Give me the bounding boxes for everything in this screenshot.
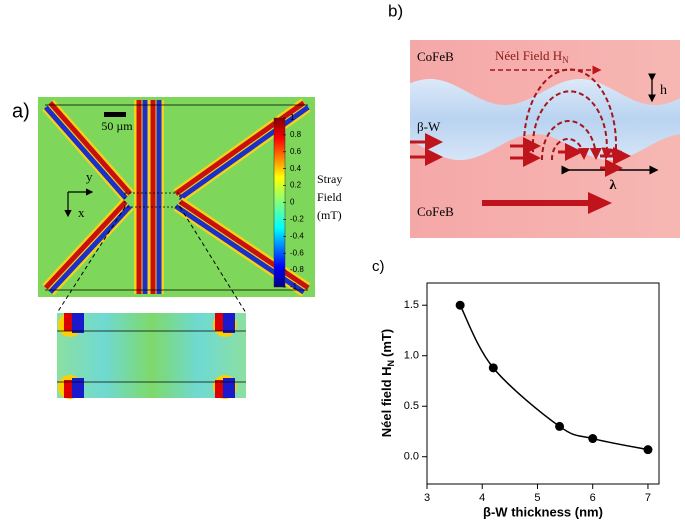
x-axis-label: β-W thickness (nm) xyxy=(483,504,603,519)
chart: β-W thickness (nm) Néel field HN (mT) 3 4 5… xyxy=(379,282,660,519)
y-axis-label-subscript: N xyxy=(386,360,396,367)
data-point xyxy=(455,300,465,310)
x-tick-label: 4 xyxy=(479,492,485,504)
stray-field-map xyxy=(38,97,315,297)
colorbar-tick-label: -0.4 xyxy=(290,231,304,240)
y-tick-label: 0.5 xyxy=(404,400,419,412)
colorbar-tick-label: 0.6 xyxy=(290,147,302,156)
magnetization-arrows xyxy=(410,133,631,177)
panel-label: a) xyxy=(12,100,30,122)
x-tick-label: 3 xyxy=(424,492,430,504)
field-label-text: Néel Field H xyxy=(495,48,562,63)
x-tick-label: 6 xyxy=(590,492,596,504)
data-point xyxy=(555,421,565,431)
y-axis-label: Néel field HN (mT) xyxy=(379,329,396,437)
axis-y-label: y xyxy=(86,169,93,184)
stripe-red xyxy=(178,199,310,290)
colorbar-tick-label: 0 xyxy=(290,198,295,207)
panel-label: b) xyxy=(388,1,403,20)
stripe-glow xyxy=(42,198,134,296)
layer-label: CoFeB xyxy=(417,49,454,64)
colorbar-title: Stray xyxy=(317,172,342,186)
data-point xyxy=(488,363,498,373)
magnetization-arrow xyxy=(482,192,612,214)
field-label: Néel Field HN xyxy=(495,48,569,65)
wavelength-label: λ xyxy=(610,178,617,193)
y-tick-label: 1.0 xyxy=(404,350,419,362)
zoom-inset xyxy=(57,313,246,399)
fit-line xyxy=(459,304,649,451)
axis-x-label: x xyxy=(78,205,85,220)
y-axis-label-text: Néel field H xyxy=(379,366,394,437)
y-tick-label: 0.0 xyxy=(404,451,419,463)
stripe-blue xyxy=(178,105,310,201)
colorbar-title: (mT) xyxy=(317,208,342,222)
y-axis-label-unit: (mT) xyxy=(379,329,394,357)
plot-frame xyxy=(426,282,660,485)
panel-label: c) xyxy=(372,258,385,275)
y-tick-label: 1.5 xyxy=(404,299,419,311)
colorbar-tick-label: -1 xyxy=(290,282,298,291)
zoom-box xyxy=(124,192,181,208)
layer-label: CoFeB xyxy=(417,204,454,219)
stripe-glow xyxy=(41,99,135,202)
scale-bar-label: 50 µm xyxy=(101,119,133,133)
colorbar-tick-label: 1 xyxy=(290,113,295,122)
stripe-red xyxy=(48,101,133,196)
x-tick-label: 5 xyxy=(534,492,540,504)
colorbar-tick-label: 0.4 xyxy=(290,164,302,173)
colorbar-tick-label: 0.2 xyxy=(290,181,302,190)
scale-bar xyxy=(104,112,126,117)
colorbar-tick-label: -0.6 xyxy=(290,248,304,257)
tungsten-layer xyxy=(410,79,680,160)
layer-label: β-W xyxy=(417,119,441,134)
field-label-subscript: N xyxy=(562,55,569,65)
colorbar-tick-label: -0.2 xyxy=(290,215,304,224)
data-point xyxy=(588,434,598,444)
colorbar-tick-label: 0.8 xyxy=(290,130,302,139)
colorbar-tick-label: -0.8 xyxy=(290,265,304,274)
colorbar-title: Field xyxy=(317,190,342,204)
height-label: h xyxy=(660,83,667,98)
stripe-red xyxy=(43,200,128,290)
x-tick-label: 7 xyxy=(645,492,651,504)
data-point xyxy=(643,445,653,455)
stripe-blue xyxy=(43,105,128,200)
